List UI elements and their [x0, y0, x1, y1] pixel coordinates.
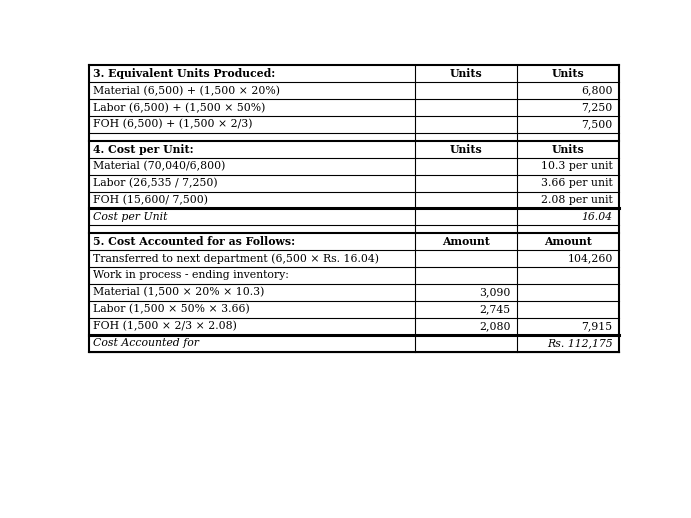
Text: 6,800: 6,800	[581, 85, 613, 96]
Text: Cost Accounted for: Cost Accounted for	[93, 338, 198, 348]
Text: 4. Cost per Unit:: 4. Cost per Unit:	[93, 143, 193, 155]
Text: 104,260: 104,260	[567, 253, 613, 264]
Text: Amount: Amount	[544, 236, 591, 247]
Text: Rs. 112,175: Rs. 112,175	[547, 338, 613, 348]
Text: 7,915: 7,915	[581, 321, 613, 332]
Text: 5. Cost Accounted for as Follows:: 5. Cost Accounted for as Follows:	[93, 236, 294, 247]
Text: Amount: Amount	[442, 236, 490, 247]
Text: Units: Units	[449, 143, 482, 155]
Text: Transferred to next department (6,500 × Rs. 16.04): Transferred to next department (6,500 × …	[93, 253, 379, 264]
Text: Units: Units	[449, 68, 482, 79]
Text: Units: Units	[551, 143, 584, 155]
Text: FOH (1,500 × 2/3 × 2.08): FOH (1,500 × 2/3 × 2.08)	[93, 321, 236, 332]
Text: 16.04: 16.04	[582, 212, 613, 222]
Text: Material (6,500) + (1,500 × 20%): Material (6,500) + (1,500 × 20%)	[93, 85, 280, 96]
Text: Cost per Unit: Cost per Unit	[93, 212, 167, 222]
Text: Labor (6,500) + (1,500 × 50%): Labor (6,500) + (1,500 × 50%)	[93, 103, 265, 113]
Text: FOH (15,600/ 7,500): FOH (15,600/ 7,500)	[93, 195, 207, 205]
Text: Work in process - ending inventory:: Work in process - ending inventory:	[93, 270, 288, 280]
Text: Labor (26,535 / 7,250): Labor (26,535 / 7,250)	[93, 178, 217, 188]
Text: 10.3 per unit: 10.3 per unit	[541, 161, 613, 171]
Text: FOH (6,500) + (1,500 × 2/3): FOH (6,500) + (1,500 × 2/3)	[93, 119, 252, 130]
Text: 2.08 per unit: 2.08 per unit	[541, 195, 613, 205]
Text: Labor (1,500 × 50% × 3.66): Labor (1,500 × 50% × 3.66)	[93, 304, 249, 314]
Text: Units: Units	[551, 68, 584, 79]
Text: Material (1,500 × 20% × 10.3): Material (1,500 × 20% × 10.3)	[93, 287, 264, 297]
Text: 3,090: 3,090	[479, 287, 511, 297]
Text: Material (70,040/6,800): Material (70,040/6,800)	[93, 161, 225, 171]
Text: 2,745: 2,745	[480, 305, 511, 314]
Text: 7,250: 7,250	[581, 103, 613, 112]
Text: 3.66 per unit: 3.66 per unit	[541, 178, 613, 188]
Text: 2,080: 2,080	[479, 321, 511, 332]
Text: 7,500: 7,500	[581, 120, 613, 130]
Text: 3. Equivalent Units Produced:: 3. Equivalent Units Produced:	[93, 68, 275, 79]
